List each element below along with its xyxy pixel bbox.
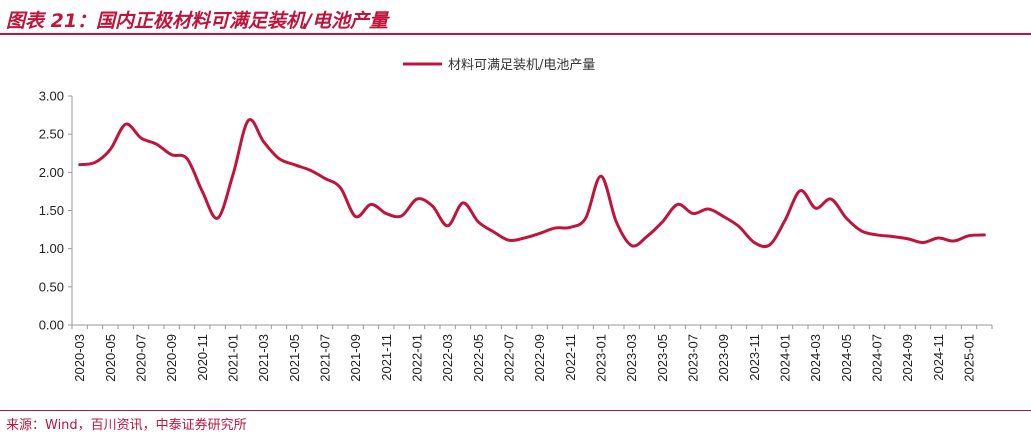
x-tick-label: 2025-01 [962,334,977,382]
x-tick-label: 2021-03 [256,334,271,382]
x-tick-label: 2023-05 [655,334,670,382]
legend: 材料可满足装机/电池产量 [403,58,595,73]
y-tick-label: 1.00 [39,241,64,256]
legend-label: 材料可满足装机/电池产量 [448,58,595,73]
source-note: 来源：Wind，百川资讯，中泰证券研究所 [6,418,247,433]
x-tick-label: 2024-11 [931,334,946,381]
x-tick-label: 2020-09 [164,334,179,382]
x-tick-label: 2021-11 [379,334,394,381]
x-tick-label: 2021-01 [226,334,241,382]
x-tick-label: 2024-09 [900,334,915,382]
footer-divider [0,410,1031,411]
x-tick-label: 2022-07 [502,334,517,382]
y-axis-tick-labels: 0.00 0.50 1.00 1.50 2.00 2.50 3.00 [39,89,64,333]
series-line [78,118,986,249]
x-tick-label: 2024-07 [870,334,885,382]
x-tick-label: 2023-11 [747,334,762,381]
x-tick-label: 2020-11 [195,334,210,381]
y-tick-label: 2.50 [39,127,64,142]
x-tick-label: 2024-03 [808,334,823,382]
y-tick-label: 0.00 [39,318,64,333]
x-tick-label: 2021-09 [348,334,363,382]
chart-title: 图表 21：国内正极材料可满足装机/电池产量 [6,10,388,32]
x-tick-label: 2020-07 [134,334,149,382]
x-tick-label: 2022-05 [471,334,486,382]
x-tick-label: 2024-05 [839,334,854,382]
x-tick-label: 2024-01 [778,334,793,382]
axes [68,95,993,329]
y-tick-label: 1.50 [39,203,64,218]
x-tick-label: 2022-09 [532,334,547,382]
title-divider [0,33,1031,35]
x-tick-label: 2023-07 [686,334,701,382]
y-tick-label: 3.00 [39,89,64,104]
x-tick-label: 2021-07 [318,334,333,382]
x-tick-label: 2022-03 [440,334,455,382]
x-tick-label: 2023-09 [716,334,731,382]
x-tick-label: 2020-03 [72,334,87,382]
x-axis-tick-labels: 2020-03 2020-05 2020-07 2020-09 2020-11 2021-… [72,334,976,382]
x-tick-label: 2022-01 [410,334,425,382]
x-tick-label: 2023-01 [594,334,609,382]
x-tick-label: 2020-05 [103,334,118,382]
x-tick-label: 2022-11 [563,334,578,381]
y-tick-label: 0.50 [39,279,64,294]
y-tick-label: 2.00 [39,165,64,180]
x-tick-label: 2021-05 [287,334,302,382]
x-tick-label: 2023-03 [624,334,639,382]
